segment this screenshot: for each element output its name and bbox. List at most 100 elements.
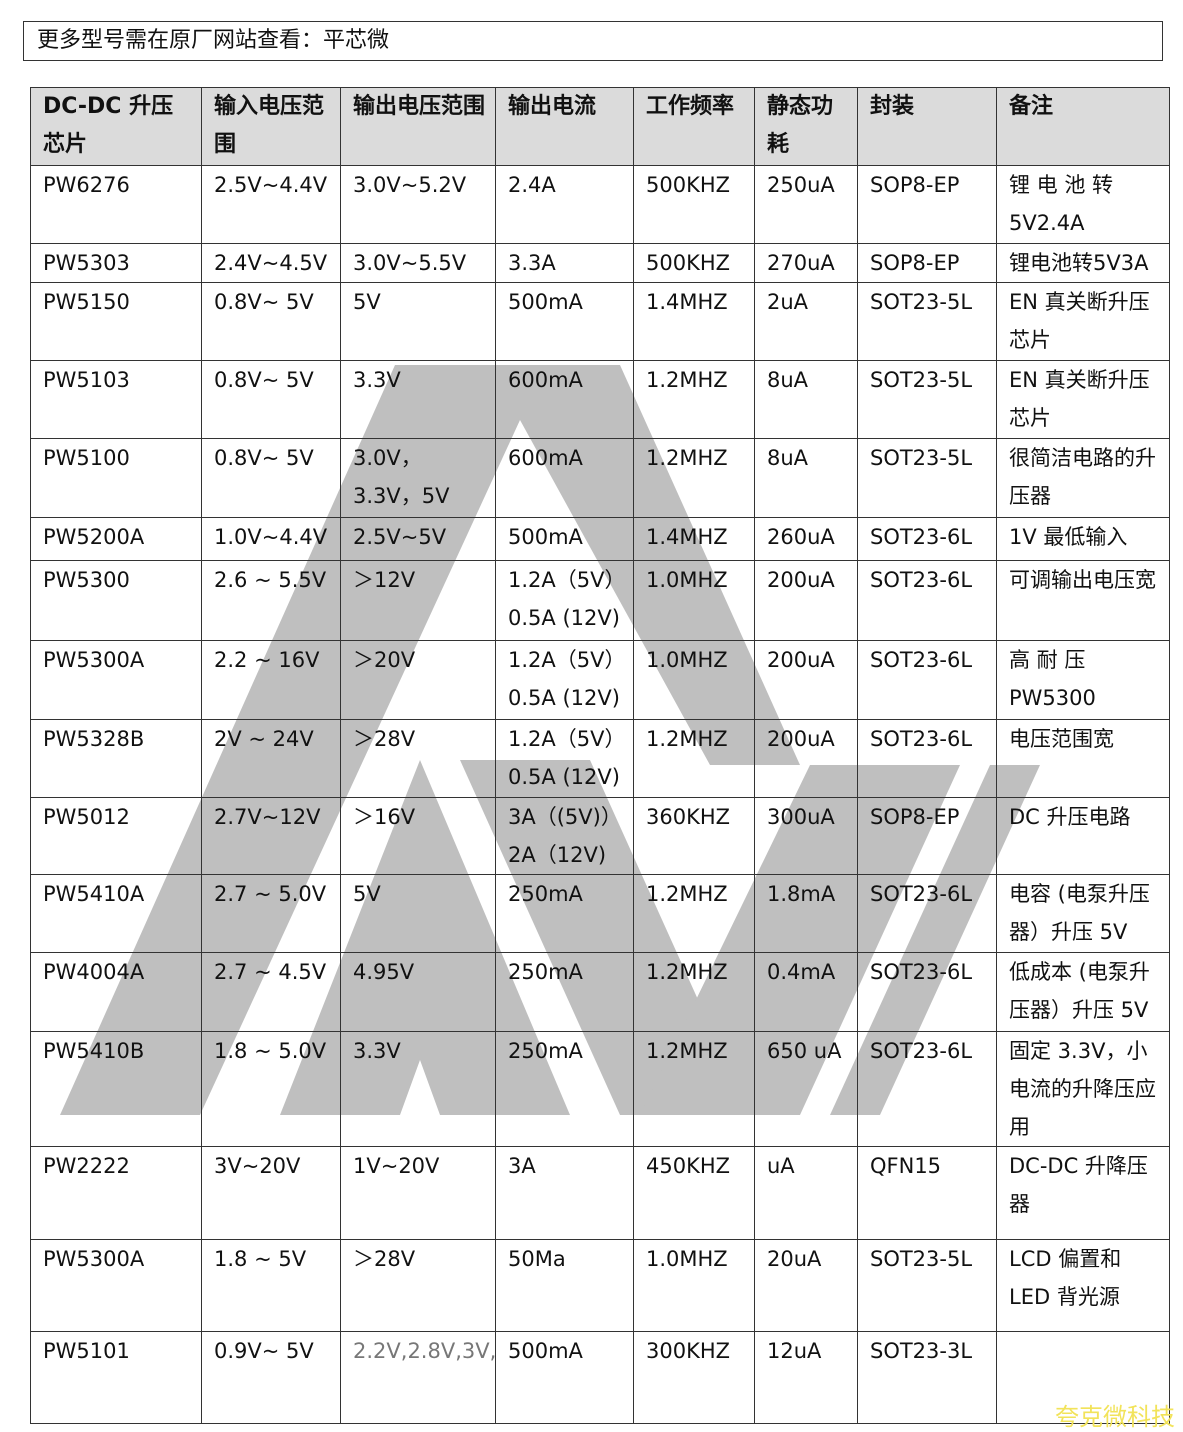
table-cell: PW5103 (30, 360, 202, 439)
table-cell: LCD 偏置和 LED 背光源 (996, 1239, 1170, 1332)
table-cell: 1.4MHZ (633, 282, 755, 361)
table-row: PW5303 2.4V~4.5V 3.0V~5.5V 3.3A 500KHZ 270uA S… (30, 243, 1170, 283)
table-cell: 低成本 (电泵升压器）升压 5V (996, 952, 1170, 1032)
table-cell: 电容 (电泵升压器）升压 5V (996, 874, 1170, 953)
table-cell: 1.2MHZ (633, 719, 755, 798)
table-cell: PW4004A (30, 952, 202, 1032)
table-cell: PW5101 (30, 1331, 202, 1424)
table-cell: SOP8-EP (857, 797, 997, 875)
table-row: PW5300 2.6 ~ 5.5V ＞12V 1.2A（5V）0.5A (12V) 1.… (30, 560, 1170, 641)
table-cell: 3.3V (340, 1031, 496, 1147)
table-cell: SOT23-5L (857, 360, 997, 439)
table-cell: 8uA (754, 360, 858, 439)
table-cell: 0.8V~ 5V (201, 282, 341, 361)
table-cell: 2.6 ~ 5.5V (201, 560, 341, 641)
table-cell: 3V~20V (201, 1146, 341, 1240)
table-cell: ＞16V (340, 797, 496, 875)
table-cell: 200uA (754, 640, 858, 720)
table-cell: 450KHZ (633, 1146, 755, 1240)
column-header: 封装 (857, 87, 997, 166)
table-row: PW5100 0.8V~ 5V 3.0V，3.3V，5V 600mA 1.2MHZ 8uA… (30, 438, 1170, 518)
table-cell: PW5300A (30, 640, 202, 720)
table-cell: 2.7V~12V (201, 797, 341, 875)
table-header-row: DC-DC 升压芯片 输入电压范围 输出电压范围 输出电流 工作频率 静态功耗 封装 备注 (30, 87, 1170, 166)
table-cell: 1.0MHZ (633, 640, 755, 720)
table-cell: 2uA (754, 282, 858, 361)
table-cell: 3.3A (495, 243, 634, 283)
table-cell: 250mA (495, 1031, 634, 1147)
table-row: PW4004A 2.7 ~ 4.5V 4.95V 250mA 1.2MHZ 0.4mA SO… (30, 952, 1170, 1032)
table-cell: 3.0V，3.3V，5V (340, 438, 496, 518)
table-cell (996, 1331, 1170, 1424)
table-cell: 1.2MHZ (633, 874, 755, 953)
table-cell: 500KHZ (633, 243, 755, 283)
table-cell: 50Ma (495, 1239, 634, 1332)
table-cell: SOT23-5L (857, 282, 997, 361)
table-cell: QFN15 (857, 1146, 997, 1240)
table-row: PW5300A 1.8 ~ 5V ＞28V 50Ma 1.0MHZ 20uA SOT23-5… (30, 1239, 1170, 1332)
table-cell: SOT23-6L (857, 640, 997, 720)
table-cell: PW5303 (30, 243, 202, 283)
table-cell: ＞20V (340, 640, 496, 720)
table-cell: PW6276 (30, 165, 202, 244)
table-cell: PW5410B (30, 1031, 202, 1147)
table-cell: 很简洁电路的升压器 (996, 438, 1170, 518)
table-cell: 0.8V~ 5V (201, 360, 341, 439)
table-cell: 1.0MHZ (633, 1239, 755, 1332)
table-cell: SOT23-3L (857, 1331, 997, 1424)
table-cell: SOP8-EP (857, 243, 997, 283)
table-row: PW5012 2.7V~12V ＞16V 3A（(5V)）2A（12V) 360KHZ 3… (30, 797, 1170, 875)
table-row: PW5328B 2V ~ 24V ＞28V 1.2A（5V）0.5A (12V) 1.2… (30, 719, 1170, 798)
table-row: PW5103 0.8V~ 5V 3.3V 600mA 1.2MHZ 8uA SOT23-5L… (30, 360, 1170, 439)
table-cell: PW5100 (30, 438, 202, 518)
table-cell: 1.4MHZ (633, 517, 755, 561)
table-cell: 8uA (754, 438, 858, 518)
table-cell: PW5150 (30, 282, 202, 361)
table-cell: 12uA (754, 1331, 858, 1424)
table-cell: SOT23-5L (857, 1239, 997, 1332)
table-cell: ＞28V (340, 1239, 496, 1332)
table-cell: 2.4V~4.5V (201, 243, 341, 283)
table-row: PW5300A 2.2 ~ 16V ＞20V 1.2A（5V）0.5A (12V) 1.… (30, 640, 1170, 720)
table-cell: 0.8V~ 5V (201, 438, 341, 518)
table-cell: 1.2A（5V）0.5A (12V) (495, 640, 634, 720)
table-cell: 1V~20V (340, 1146, 496, 1240)
table-cell: 1.2MHZ (633, 438, 755, 518)
table-cell: 5V (340, 282, 496, 361)
table-cell: SOT23-6L (857, 1031, 997, 1147)
more-models-note: 更多型号需在原厂网站查看：平芯微 (23, 21, 1163, 61)
table-cell: PW5200A (30, 517, 202, 561)
table-cell: DC-DC 升降压器 (996, 1146, 1170, 1240)
table-cell: PW5410A (30, 874, 202, 953)
table-cell: 360KHZ (633, 797, 755, 875)
table-cell: uA (754, 1146, 858, 1240)
table-cell: PW2222 (30, 1146, 202, 1240)
table-cell: 1.0V~4.4V (201, 517, 341, 561)
table-cell: 250mA (495, 952, 634, 1032)
table-cell: SOT23-6L (857, 560, 997, 641)
table-cell: EN 真关断升压芯片 (996, 282, 1170, 361)
column-header: 静态功耗 (754, 87, 858, 166)
table-cell: 2.2V,2.8V,3V,3.3V,3.6V,5V (340, 1331, 496, 1424)
table-cell: 20uA (754, 1239, 858, 1332)
table-cell: SOT23-5L (857, 438, 997, 518)
table-cell: 锂电池转5V3A (996, 243, 1170, 283)
table-cell: 5V (340, 874, 496, 953)
table-cell: 600mA (495, 438, 634, 518)
table-row: PW2222 3V~20V 1V~20V 3A 450KHZ uA QFN15 DC-DC 升… (30, 1146, 1170, 1240)
table-cell: 固定 3.3V，小电流的升降压应用 (996, 1031, 1170, 1147)
table-cell: 0.4mA (754, 952, 858, 1032)
table-cell: 500mA (495, 282, 634, 361)
table-cell: 电压范围宽 (996, 719, 1170, 798)
table-cell: 2.4A (495, 165, 634, 244)
table-cell: 2.7 ~ 5.0V (201, 874, 341, 953)
table-cell: 3A（(5V)）2A（12V) (495, 797, 634, 875)
table-cell: ＞12V (340, 560, 496, 641)
table-cell: 1.2A（5V）0.5A (12V) (495, 719, 634, 798)
table-cell: 1.8 ~ 5V (201, 1239, 341, 1332)
column-header: 输出电流 (495, 87, 634, 166)
table-row: PW5410B 1.8 ~ 5.0V 3.3V 250mA 1.2MHZ 650 uA SO… (30, 1031, 1170, 1147)
table-cell: 1.8mA (754, 874, 858, 953)
table-cell: 1.2MHZ (633, 1031, 755, 1147)
